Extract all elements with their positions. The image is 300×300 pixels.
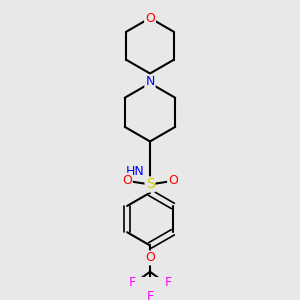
Text: S: S [146, 177, 154, 191]
Text: N: N [145, 75, 155, 88]
Text: O: O [168, 174, 178, 187]
Text: O: O [145, 11, 155, 25]
Text: O: O [122, 174, 132, 187]
Text: F: F [164, 276, 172, 290]
Text: F: F [146, 290, 154, 300]
Text: F: F [128, 276, 136, 290]
Text: O: O [145, 251, 155, 264]
Text: HN: HN [125, 165, 144, 178]
